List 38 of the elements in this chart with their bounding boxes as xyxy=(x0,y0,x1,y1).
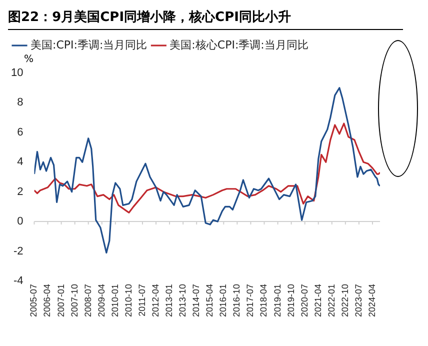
y-tick-label: 8 xyxy=(17,96,24,109)
legend-label: 美国:CPI:季调:当月同比 xyxy=(30,38,148,52)
x-tick-label: 2015-04 xyxy=(204,284,215,317)
y-tick-label: -4 xyxy=(13,275,24,287)
x-tick-label: 2007-10 xyxy=(69,284,80,317)
x-tick-label: 2024-04 xyxy=(366,284,377,317)
x-tick-label: 2009-04 xyxy=(96,284,106,317)
legend-label: 美国:核心CPI:季调:当月同比 xyxy=(170,38,308,52)
chart-title: 图22：9月美国CPI同增小降，核心CPI同比小升 xyxy=(8,8,403,30)
x-tick-label: 2016-10 xyxy=(232,284,242,317)
y-tick-label: 0 xyxy=(17,216,24,228)
x-tick-label: 2008-07 xyxy=(82,284,93,317)
x-tick-label: 2012-04 xyxy=(150,284,160,317)
y-tick-label: -2 xyxy=(13,245,24,258)
x-tick-label: 2017-07 xyxy=(245,284,256,317)
x-tick-label: 2023-07 xyxy=(353,284,364,317)
x-tick-label: 2006-04 xyxy=(42,284,52,317)
x-tick-label: 2019-10 xyxy=(286,284,296,317)
x-tick-label: 2013-01 xyxy=(164,284,174,317)
x-tick-label: 2021-04 xyxy=(312,284,323,317)
x-tick-label: 2022-10 xyxy=(340,284,350,317)
x-tick-label: 2014-07 xyxy=(191,284,202,317)
x-tick-label: 2019-01 xyxy=(272,284,282,317)
x-tick-label: 2007-01 xyxy=(56,284,66,317)
y-tick-label: 6 xyxy=(17,126,24,138)
y-tick-label: 4 xyxy=(17,156,24,168)
x-tick-label: 2005-07 xyxy=(28,284,39,317)
x-tick-label: 2013-10 xyxy=(178,284,188,317)
x-tick-label: 2010-10 xyxy=(123,284,134,317)
y-tick-label: 2 xyxy=(17,186,24,198)
x-tick-label: 2022-01 xyxy=(326,284,336,317)
y-axis-title: % xyxy=(24,54,34,65)
x-tick-label: 2020-07 xyxy=(299,284,310,317)
x-tick-label: 2010-01 xyxy=(110,284,120,317)
x-tick-label: 2016-01 xyxy=(218,284,228,317)
x-tick-label: 2018-04 xyxy=(258,284,269,317)
x-tick-label: 2011-07 xyxy=(136,284,147,316)
y-tick-label: 10 xyxy=(10,67,24,80)
